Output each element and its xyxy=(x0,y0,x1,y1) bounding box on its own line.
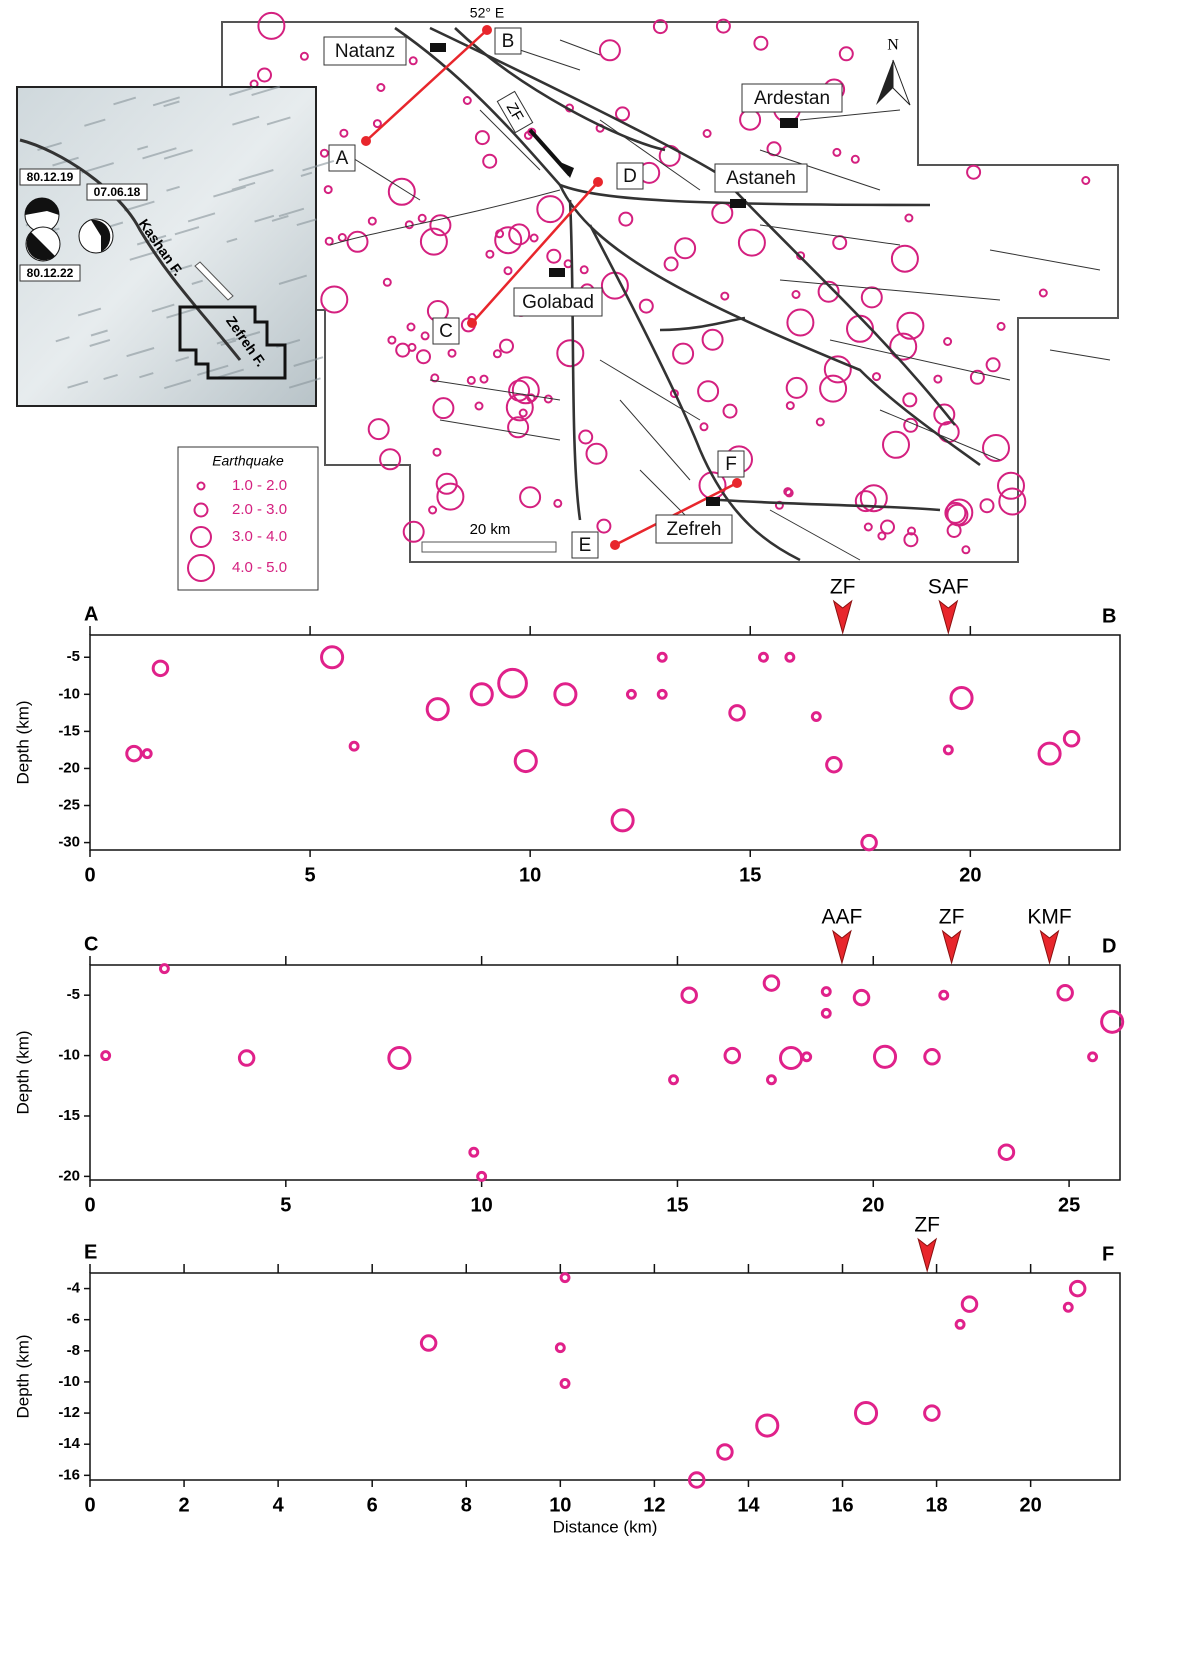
section-start: A xyxy=(84,603,98,625)
town-label: Golabad xyxy=(522,292,594,313)
fault-marker-label: ZF xyxy=(939,906,965,929)
y-tick-label: -20 xyxy=(58,1167,80,1184)
fault-marker xyxy=(939,601,957,633)
x-tick-label: 6 xyxy=(367,1494,378,1516)
section-end: F xyxy=(1102,1243,1114,1265)
legend-label: 1.0 - 2.0 xyxy=(232,477,287,494)
x-tick-label: 8 xyxy=(461,1494,472,1516)
x-tick-label: 10 xyxy=(471,1194,493,1216)
y-axis-label: Depth (km) xyxy=(13,1030,32,1114)
fault-marker xyxy=(833,931,851,963)
section-end: A xyxy=(336,148,349,169)
mechanism-date: 80.12.22 xyxy=(27,266,74,280)
y-tick-label: -4 xyxy=(67,1280,81,1297)
fault-marker-label: KMF xyxy=(1027,906,1071,929)
x-tick-label: 0 xyxy=(84,1494,95,1516)
x-tick-label: 20 xyxy=(862,1194,884,1216)
y-tick-label: -16 xyxy=(58,1466,80,1483)
x-tick-label: 2 xyxy=(179,1494,190,1516)
legend-label: 3.0 - 4.0 xyxy=(232,528,287,545)
town-label: Zefreh xyxy=(667,519,722,540)
town-label: Ardestan xyxy=(754,88,830,109)
section-start: E xyxy=(84,1241,97,1263)
fault-marker-label: SAF xyxy=(928,576,969,599)
x-tick-label: 14 xyxy=(737,1494,760,1516)
y-tick-label: -20 xyxy=(58,759,80,776)
y-tick-label: -10 xyxy=(58,685,80,702)
north-label: N xyxy=(887,37,899,54)
x-tick-label: 15 xyxy=(666,1194,688,1216)
section-end: D xyxy=(1102,935,1116,957)
section-end: F xyxy=(725,454,737,475)
y-tick-label: -15 xyxy=(58,722,80,739)
x-tick-label: 16 xyxy=(831,1494,853,1516)
x-tick-label: 5 xyxy=(280,1194,291,1216)
y-axis-label: Depth (km) xyxy=(13,1334,32,1418)
longitude-label: 52° E xyxy=(470,5,504,21)
y-axis-label: Depth (km) xyxy=(13,700,32,784)
x-tick-label: 5 xyxy=(305,864,316,886)
x-tick-label: 25 xyxy=(1058,1194,1080,1216)
y-tick-label: -10 xyxy=(58,1047,80,1064)
legend-label: 4.0 - 5.0 xyxy=(232,559,287,576)
map-outline xyxy=(222,22,1118,562)
size-legend: Earthquake 1.0 - 2.0 2.0 - 3.0 3.0 - 4.0… xyxy=(178,447,318,590)
fault-marker xyxy=(1041,931,1059,963)
y-tick-label: -8 xyxy=(67,1342,80,1359)
y-tick-label: -10 xyxy=(58,1373,80,1390)
town-label: Astaneh xyxy=(726,168,796,189)
scale-label: 20 km xyxy=(470,521,511,538)
page: {"map": { "longitude_label": "52° E", "t… xyxy=(0,0,1194,1675)
x-tick-label: 4 xyxy=(273,1494,285,1516)
inset-map: 80.12.19 07.06.18 80.12.22 Kashan F. Zef… xyxy=(17,87,334,406)
plot-frame xyxy=(90,1273,1120,1480)
y-tick-label: -6 xyxy=(67,1311,80,1328)
x-axis-label: Distance (km) xyxy=(553,1517,658,1536)
mechanism-date: 80.12.19 xyxy=(27,170,74,184)
section-end: C xyxy=(439,321,453,342)
y-tick-label: -12 xyxy=(58,1404,80,1421)
mechanism-date: 07.06.18 xyxy=(94,185,141,199)
plot-frame xyxy=(90,635,1120,850)
legend-title: Earthquake xyxy=(212,453,284,469)
x-tick-label: 10 xyxy=(519,864,541,886)
fault-marker xyxy=(918,1239,936,1271)
x-tick-label: 10 xyxy=(549,1494,571,1516)
fault-marker-label: ZF xyxy=(830,576,856,599)
x-tick-label: 0 xyxy=(84,1194,95,1216)
x-tick-label: 15 xyxy=(739,864,761,886)
x-tick-label: 20 xyxy=(959,864,981,886)
x-tick-label: 20 xyxy=(1020,1494,1042,1516)
x-tick-label: 18 xyxy=(925,1494,947,1516)
y-tick-label: -30 xyxy=(58,834,80,851)
figure: Natanz Ardestan Astaneh Golabad Zefreh B… xyxy=(0,0,1194,1675)
y-tick-label: -5 xyxy=(67,648,80,665)
fault-marker xyxy=(834,601,852,633)
section-end: D xyxy=(623,166,637,187)
legend-label: 2.0 - 3.0 xyxy=(232,501,287,518)
section-end: E xyxy=(579,535,592,556)
y-tick-label: -5 xyxy=(67,986,80,1003)
fault-marker-label: AAF xyxy=(822,906,863,929)
section-start: C xyxy=(84,933,98,955)
y-tick-label: -25 xyxy=(58,796,80,813)
section-end: B xyxy=(502,31,515,52)
town-label: Natanz xyxy=(335,41,395,62)
fault-marker-label: ZF xyxy=(914,1214,940,1237)
x-tick-label: 0 xyxy=(84,864,95,886)
y-tick-label: -14 xyxy=(58,1435,80,1452)
y-tick-label: -15 xyxy=(58,1107,80,1124)
fault-marker xyxy=(943,931,961,963)
x-tick-label: 12 xyxy=(643,1494,665,1516)
section-end: B xyxy=(1102,605,1116,627)
plot-frame xyxy=(90,965,1120,1180)
